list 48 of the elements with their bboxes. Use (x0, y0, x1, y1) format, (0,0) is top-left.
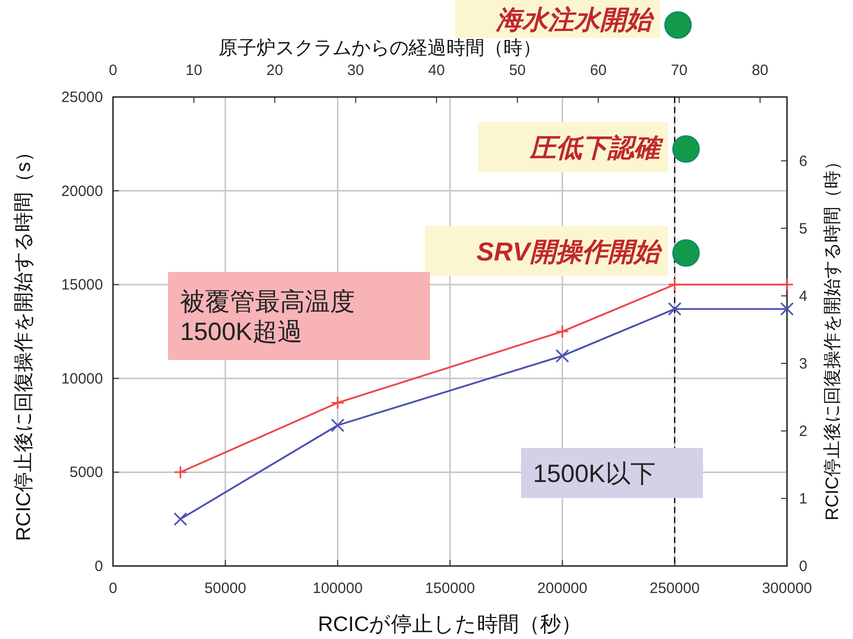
x2-tick-label: 70 (670, 62, 688, 79)
x2-tick-label: 20 (266, 62, 284, 79)
x-tick-label: 50000 (204, 580, 246, 597)
y-tick-label: 5000 (70, 464, 103, 482)
x2-tick-label: 80 (752, 62, 768, 79)
x-tick-label: 100000 (312, 580, 363, 597)
point (668, 278, 682, 292)
x2-tick-label: 10 (186, 62, 202, 79)
x-axis-title: RCICが停止した時間（秒） (318, 613, 582, 636)
text: 海水注水開始 (495, 4, 655, 34)
x-tick-label: 150000 (424, 580, 476, 597)
point (330, 418, 344, 432)
y2-tick-label: 5 (799, 220, 808, 238)
x-tick-label: 300000 (762, 580, 812, 597)
x2-tick-label: 60 (590, 62, 607, 79)
point (780, 278, 794, 292)
x-tick-label: 0 (108, 580, 118, 597)
y2-tick-label: 6 (799, 152, 808, 170)
annotation: 1500K以下 (533, 460, 656, 488)
x2-axis-title: 原子炉スクラムからの経過時間（時） (218, 38, 542, 59)
y-tick-label: 15000 (61, 276, 103, 294)
y2-tick-label: 2 (799, 422, 808, 440)
point (556, 324, 570, 338)
x2-tick-label: 40 (428, 62, 445, 79)
y-tick-label: 0 (94, 558, 103, 575)
y2-axis-title: RCIC停止後に回復操作を開始する時間（時） (822, 152, 842, 520)
x2-tick-label: 50 (509, 62, 526, 79)
point (174, 512, 188, 526)
y2-tick-label: 0 (799, 558, 808, 575)
x2-tick-label: 30 (347, 62, 364, 79)
x-tick-label: 200000 (537, 580, 588, 597)
y-tick-label: 10000 (61, 370, 103, 388)
y2-tick-label: 1 (799, 490, 808, 508)
x2-tick-label: 0 (108, 62, 118, 79)
point (780, 302, 794, 316)
x-tick-label: 250000 (650, 580, 700, 597)
y2-tick-label: 3 (799, 355, 808, 372)
annotation: SRV開操作開始 (476, 236, 663, 266)
y-axis-title: RCIC停止後に回復操作を開始する時間（s） (13, 142, 35, 541)
annotation: 被覆管最高温度 1500K超過 (180, 288, 355, 346)
point (174, 465, 188, 479)
point (330, 396, 344, 410)
point (668, 302, 682, 316)
y2-tick-label: 4 (799, 288, 808, 305)
annotation: 圧低下認確 (529, 132, 664, 162)
point (556, 349, 570, 363)
y-tick-label: 20000 (61, 182, 103, 200)
y-tick-label: 25000 (61, 89, 103, 106)
